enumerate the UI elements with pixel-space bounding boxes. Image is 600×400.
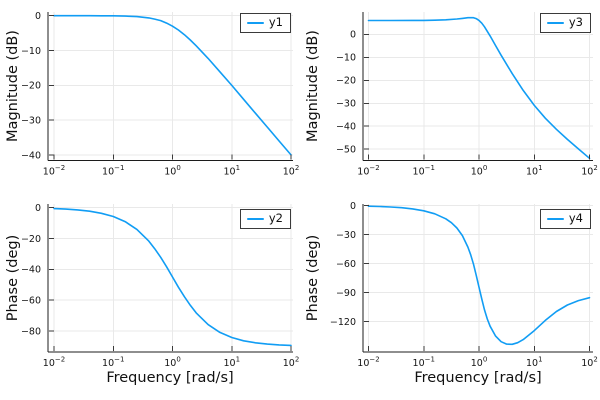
svg-text:−40: −40 bbox=[21, 265, 41, 276]
subplot-phase-y4: 0 −30 −60 −90 −120 10−2 10−1 100 101 102 Phase (d… bbox=[300, 200, 600, 400]
svg-text:100: 100 bbox=[164, 164, 181, 178]
svg-text:−30: −30 bbox=[21, 116, 41, 127]
svg-text:−60: −60 bbox=[336, 259, 356, 270]
legend-line-sample-icon bbox=[246, 21, 264, 24]
svg-text:−80: −80 bbox=[21, 326, 41, 337]
svg-text:100: 100 bbox=[471, 356, 488, 370]
legend: y1 bbox=[239, 13, 291, 33]
y-axis-title: Phase (deg) bbox=[305, 234, 321, 322]
gridlines bbox=[363, 204, 593, 352]
legend-label: y4 bbox=[568, 211, 583, 225]
legend: y3 bbox=[539, 13, 591, 33]
x-axis-title: Frequency [rad/s] bbox=[414, 370, 542, 386]
svg-text:10−1: 10−1 bbox=[102, 356, 124, 370]
svg-text:10−1: 10−1 bbox=[413, 356, 435, 370]
legend-line-sample-icon bbox=[546, 21, 564, 24]
series-curve-y1 bbox=[53, 14, 292, 156]
y-tick-labels: 0 −10 −20 −30 −40 −50 bbox=[336, 30, 356, 156]
svg-text:0: 0 bbox=[35, 11, 41, 22]
y-axis-title: Magnitude (dB) bbox=[5, 30, 21, 142]
svg-text:101: 101 bbox=[223, 356, 240, 370]
svg-text:0: 0 bbox=[350, 201, 356, 212]
tick-marks bbox=[49, 15, 292, 160]
legend-label: y2 bbox=[268, 211, 283, 225]
svg-text:102: 102 bbox=[581, 356, 598, 370]
svg-text:0: 0 bbox=[35, 203, 41, 214]
svg-text:10−2: 10−2 bbox=[357, 356, 379, 370]
svg-text:101: 101 bbox=[526, 164, 543, 178]
svg-text:101: 101 bbox=[223, 164, 240, 178]
svg-text:−40: −40 bbox=[21, 150, 41, 161]
svg-text:−10: −10 bbox=[21, 46, 41, 57]
svg-text:−10: −10 bbox=[336, 53, 356, 64]
gridlines bbox=[48, 12, 293, 161]
subplot-magnitude-y1: 0 −10 −20 −30 −40 10−2 10−1 100 101 102 Magnitude… bbox=[0, 0, 300, 200]
subplot-magnitude-y3: 0 −10 −20 −30 −40 −50 10−2 10−1 100 101 102 Magnit… bbox=[300, 0, 600, 200]
svg-text:−120: −120 bbox=[330, 317, 356, 328]
plot-area-y2: 0 −20 −40 −60 −80 10−2 10−1 100 101 102 bbox=[21, 203, 299, 370]
svg-text:10−2: 10−2 bbox=[357, 164, 379, 178]
axis-spines bbox=[362, 204, 593, 353]
legend: y2 bbox=[239, 209, 291, 229]
svg-text:−50: −50 bbox=[336, 145, 356, 156]
x-tick-labels: 10−2 10−1 100 101 102 bbox=[43, 164, 299, 178]
svg-text:0: 0 bbox=[350, 30, 356, 41]
subplot-phase-y2: 0 −20 −40 −60 −80 10−2 10−1 100 101 102 Phase (de… bbox=[0, 200, 300, 400]
svg-text:−60: −60 bbox=[21, 295, 41, 306]
svg-text:10−1: 10−1 bbox=[102, 164, 124, 178]
gridlines bbox=[363, 12, 593, 161]
legend-line-sample-icon bbox=[546, 217, 564, 220]
y-axis-title: Magnitude (dB) bbox=[305, 30, 321, 142]
svg-text:−20: −20 bbox=[21, 81, 41, 92]
svg-text:−90: −90 bbox=[336, 288, 356, 299]
tick-marks bbox=[364, 205, 590, 351]
y-tick-labels: 0 −20 −40 −60 −80 bbox=[21, 203, 41, 337]
axis-spines bbox=[47, 204, 293, 353]
series-curve-y3 bbox=[367, 16, 591, 160]
tick-marks bbox=[364, 33, 590, 160]
axis-spines bbox=[47, 12, 293, 161]
y-tick-labels: 0 −30 −60 −90 −120 bbox=[330, 201, 356, 328]
legend-label: y1 bbox=[268, 15, 283, 29]
x-tick-labels: 10−2 10−1 100 101 102 bbox=[357, 356, 597, 370]
svg-text:−40: −40 bbox=[336, 122, 356, 133]
svg-text:−30: −30 bbox=[336, 99, 356, 110]
svg-text:−30: −30 bbox=[336, 230, 356, 241]
svg-text:−20: −20 bbox=[336, 76, 356, 87]
axis-spines bbox=[362, 12, 593, 161]
plot-area-y4: 0 −30 −60 −90 −120 10−2 10−1 100 101 102 bbox=[330, 201, 598, 370]
svg-text:10−2: 10−2 bbox=[43, 356, 65, 370]
svg-text:−20: −20 bbox=[21, 234, 41, 245]
gridlines bbox=[48, 204, 293, 352]
y-tick-labels: 0 −10 −20 −30 −40 bbox=[21, 11, 41, 161]
y-axis-title: Phase (deg) bbox=[5, 234, 21, 322]
svg-text:102: 102 bbox=[283, 164, 300, 178]
svg-text:100: 100 bbox=[164, 356, 181, 370]
tick-marks bbox=[49, 207, 292, 351]
svg-text:101: 101 bbox=[526, 356, 543, 370]
svg-text:100: 100 bbox=[471, 164, 488, 178]
svg-text:102: 102 bbox=[283, 356, 300, 370]
x-tick-labels: 10−2 10−1 100 101 102 bbox=[357, 164, 597, 178]
svg-text:10−2: 10−2 bbox=[43, 164, 65, 178]
legend-line-sample-icon bbox=[246, 217, 264, 220]
x-axis-title: Frequency [rad/s] bbox=[106, 370, 234, 386]
series-curve-y4 bbox=[367, 205, 591, 346]
legend: y4 bbox=[539, 209, 591, 229]
series-curve-y2 bbox=[53, 207, 292, 347]
x-tick-labels: 10−2 10−1 100 101 102 bbox=[43, 356, 299, 370]
svg-text:102: 102 bbox=[581, 164, 598, 178]
legend-label: y3 bbox=[568, 15, 583, 29]
svg-text:10−1: 10−1 bbox=[413, 164, 435, 178]
